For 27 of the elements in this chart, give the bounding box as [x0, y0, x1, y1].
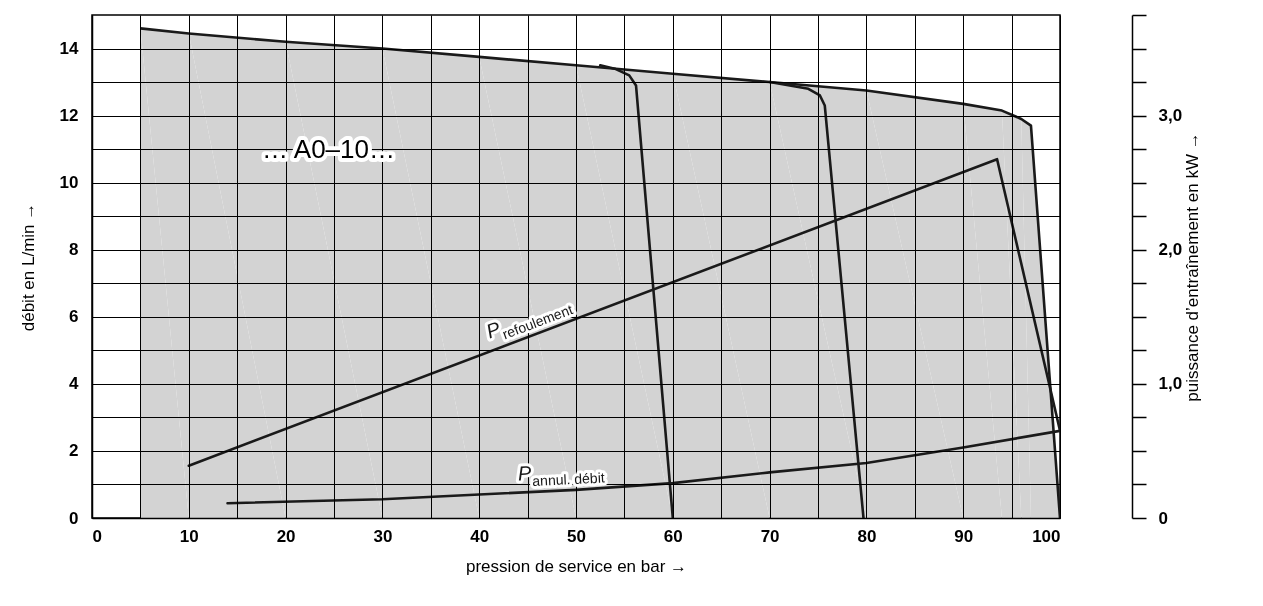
y2-tick-label: 1,0 [1158, 374, 1183, 394]
y2-axis-title: puissance d’entraînement en kW → [1183, 132, 1203, 402]
x-tick-label: 100 [1032, 526, 1061, 546]
y2-tick-label: 2,0 [1158, 240, 1183, 260]
x-tick-label: 40 [470, 526, 490, 546]
x-tick-label: 30 [373, 526, 393, 546]
series-label: Pannul. débit [517, 461, 606, 489]
x-tick-label: 60 [663, 526, 683, 546]
x-axis-title: pression de service en bar → [465, 556, 688, 576]
y-tick-label: 6 [69, 307, 79, 327]
x-tick-label: 50 [567, 526, 586, 546]
y-tick-label: 4 [69, 374, 80, 394]
x-tick-label: 20 [276, 526, 296, 546]
y2-tick-label: 0 [1158, 508, 1168, 528]
y-tick-label: 14 [59, 39, 80, 59]
y2-tick-label: 3,0 [1158, 106, 1183, 126]
x-tick-label: 70 [760, 526, 780, 546]
y-axis-title: débit en L/min → [18, 202, 38, 332]
x-tick-label: 90 [954, 526, 974, 546]
x-tick-label: 80 [857, 526, 877, 546]
y-tick-label: 12 [59, 106, 79, 126]
y-tick-label: 0 [69, 508, 79, 528]
x-tick-label: 0 [92, 526, 102, 546]
x-tick-label: 10 [179, 526, 199, 546]
y-tick-label: 8 [69, 240, 79, 260]
y-tick-label: 2 [69, 441, 79, 461]
y-tick-label: 10 [59, 173, 79, 193]
